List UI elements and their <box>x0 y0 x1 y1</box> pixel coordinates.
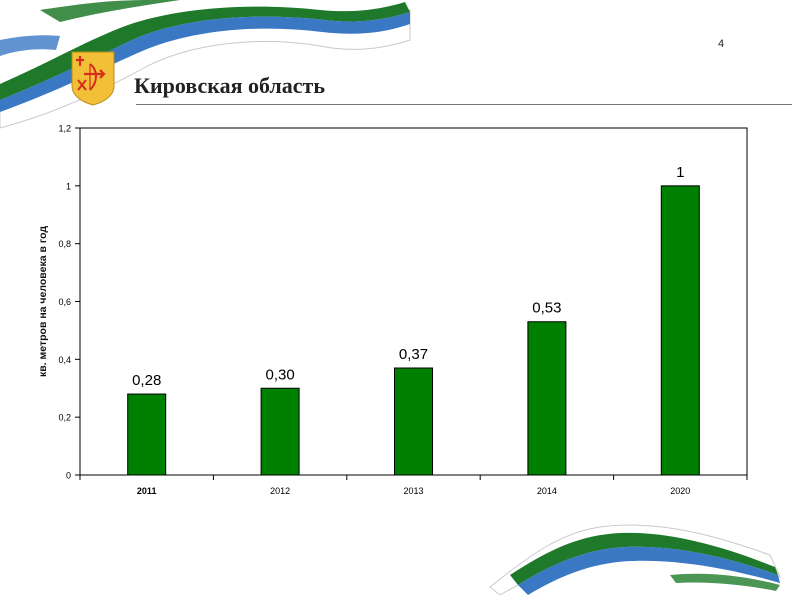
y-axis-label: кв. метров на человека в год <box>37 226 49 377</box>
y-tick-label: 0,4 <box>58 355 71 365</box>
x-tick-label: 2014 <box>537 486 557 496</box>
bar-2020 <box>660 185 700 476</box>
data-label: 0,37 <box>399 346 428 363</box>
x-tick-label: 2020 <box>670 486 690 496</box>
y-tick-label: 0,2 <box>58 413 71 423</box>
page-number: 4 <box>718 38 725 50</box>
kirov-oblast-coat-of-arms-icon <box>71 51 115 106</box>
bar-2014 <box>527 321 567 476</box>
x-tick-label: 2012 <box>270 486 290 496</box>
data-label: 0,53 <box>532 300 561 317</box>
y-tick-label: 0,8 <box>58 239 71 249</box>
y-tick-label: 0,6 <box>58 297 71 307</box>
bar-2011 <box>127 393 167 476</box>
data-label: 0,30 <box>265 366 294 383</box>
y-tick-label: 1,2 <box>58 124 71 134</box>
bar-2013 <box>394 367 433 476</box>
data-label: 0,28 <box>132 372 161 389</box>
y-tick-label: 1 <box>66 181 71 191</box>
bar-2012 <box>260 387 300 476</box>
top-ribbon-decoration <box>0 0 411 129</box>
title-divider <box>136 104 792 105</box>
x-tick-label: 2011 <box>137 486 157 496</box>
page-title: Кировская область <box>134 73 325 98</box>
data-label: 1 <box>676 164 684 181</box>
bottom-ribbon-decoration <box>489 524 781 595</box>
x-tick-label: 2013 <box>403 486 423 496</box>
y-tick-label: 0 <box>66 471 71 481</box>
